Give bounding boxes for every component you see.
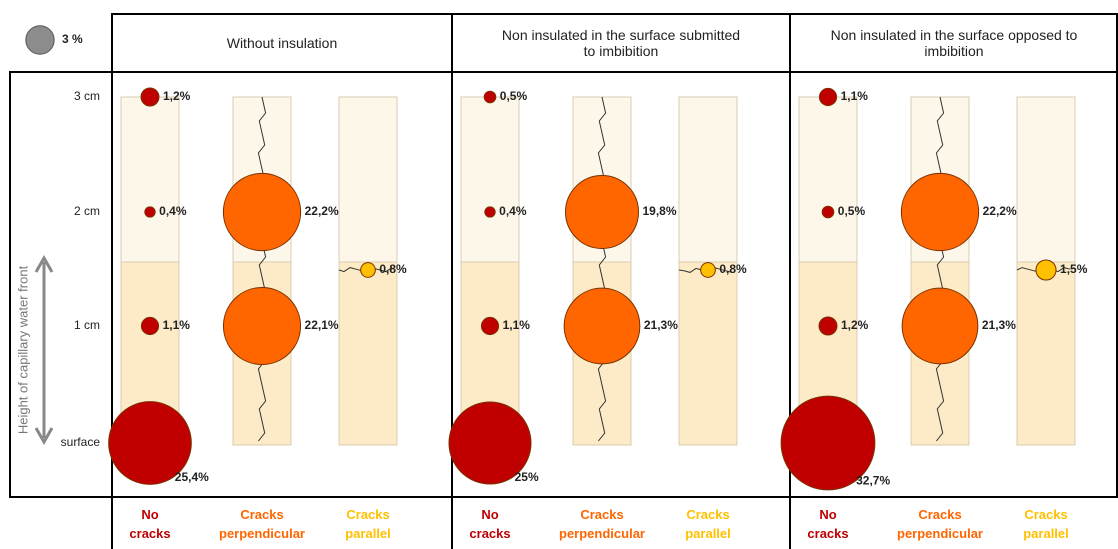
- legend-label: 3 %: [62, 32, 83, 46]
- bubble: [818, 316, 838, 336]
- value-label: 0,5%: [838, 204, 866, 218]
- panel-title: Non insulated in the surface submitted t…: [452, 14, 790, 72]
- bubble: [483, 90, 497, 104]
- panel-title: Non insulated in the surface opposed to …: [790, 14, 1118, 72]
- specimen-top: [1016, 96, 1076, 263]
- crack: [597, 96, 607, 442]
- category-label: Cracks perpendicular: [219, 507, 305, 541]
- bubble: [901, 287, 979, 365]
- value-label: 0,8%: [719, 262, 747, 276]
- category-label: Cracks parallel: [345, 507, 391, 541]
- level-label: surface: [61, 435, 101, 449]
- bubble: [780, 395, 876, 491]
- value-label: 1,2%: [841, 318, 869, 332]
- value-label: 1,1%: [503, 318, 531, 332]
- bubble: [821, 205, 835, 219]
- category-label: No cracks: [469, 507, 511, 541]
- category-label: Cracks parallel: [685, 507, 731, 541]
- value-label: 0,4%: [159, 204, 187, 218]
- value-label: 22,2%: [983, 204, 1017, 218]
- value-label: 22,2%: [305, 204, 339, 218]
- specimen-wet: [1016, 261, 1076, 446]
- level-label: 2 cm: [74, 204, 100, 218]
- bubble: [1035, 259, 1057, 281]
- specimen-top: [460, 96, 520, 263]
- arrow-heads: [34, 254, 54, 446]
- bubble: [565, 175, 639, 249]
- value-label: 0,5%: [500, 89, 528, 103]
- crack: [935, 96, 945, 442]
- category-label: Cracks perpendicular: [559, 507, 645, 541]
- bubble: [108, 401, 192, 485]
- bubble: [448, 401, 532, 485]
- bubble: [484, 206, 496, 218]
- specimen-top: [798, 96, 858, 263]
- value-label: 25%: [515, 470, 539, 484]
- value-label: 21,3%: [644, 318, 678, 332]
- panel-title-text: Non insulated in the surface submitted t…: [501, 27, 741, 59]
- bubble: [360, 262, 376, 278]
- panel-title-text: Non insulated in the surface opposed to …: [830, 27, 1078, 59]
- value-label: 22,1%: [305, 318, 339, 332]
- specimen-wet: [678, 261, 738, 446]
- value-label: 32,7%: [856, 473, 890, 487]
- category-label: No cracks: [129, 507, 171, 541]
- value-label: 0,4%: [499, 204, 527, 218]
- level-label: 1 cm: [74, 318, 100, 332]
- category-label: Cracks parallel: [1023, 507, 1069, 541]
- bubble: [222, 172, 302, 252]
- bubble: [144, 206, 156, 218]
- category-label: No cracks: [807, 507, 849, 541]
- legend-bubble: [25, 25, 55, 55]
- y-axis-label: Height of capillary water front: [15, 265, 30, 434]
- value-label: 21,3%: [982, 318, 1016, 332]
- crack: [257, 96, 267, 442]
- bubble: [563, 287, 641, 365]
- bubble: [140, 316, 160, 336]
- value-label: 1,5%: [1060, 262, 1088, 276]
- specimen-top: [120, 96, 180, 263]
- panel-title-text: Without insulation: [226, 35, 338, 51]
- value-label: 1,1%: [841, 89, 869, 103]
- specimen-wet: [338, 261, 398, 446]
- bubble: [700, 262, 716, 278]
- bubble: [140, 87, 160, 107]
- main-box: [9, 71, 1118, 498]
- bubble: [900, 172, 980, 252]
- specimen-top: [678, 96, 738, 263]
- value-label: 1,1%: [163, 318, 191, 332]
- panel-title: Without insulation: [112, 14, 452, 72]
- bubble: [480, 316, 500, 336]
- category-label: Cracks perpendicular: [897, 507, 983, 541]
- value-label: 1,2%: [163, 89, 191, 103]
- specimen-top: [338, 96, 398, 263]
- value-label: 19,8%: [642, 204, 676, 218]
- level-label: 3 cm: [74, 89, 100, 103]
- value-label: 0,8%: [379, 262, 407, 276]
- value-label: 25,4%: [175, 470, 209, 484]
- bubble: [222, 286, 302, 366]
- bubble: [818, 87, 838, 107]
